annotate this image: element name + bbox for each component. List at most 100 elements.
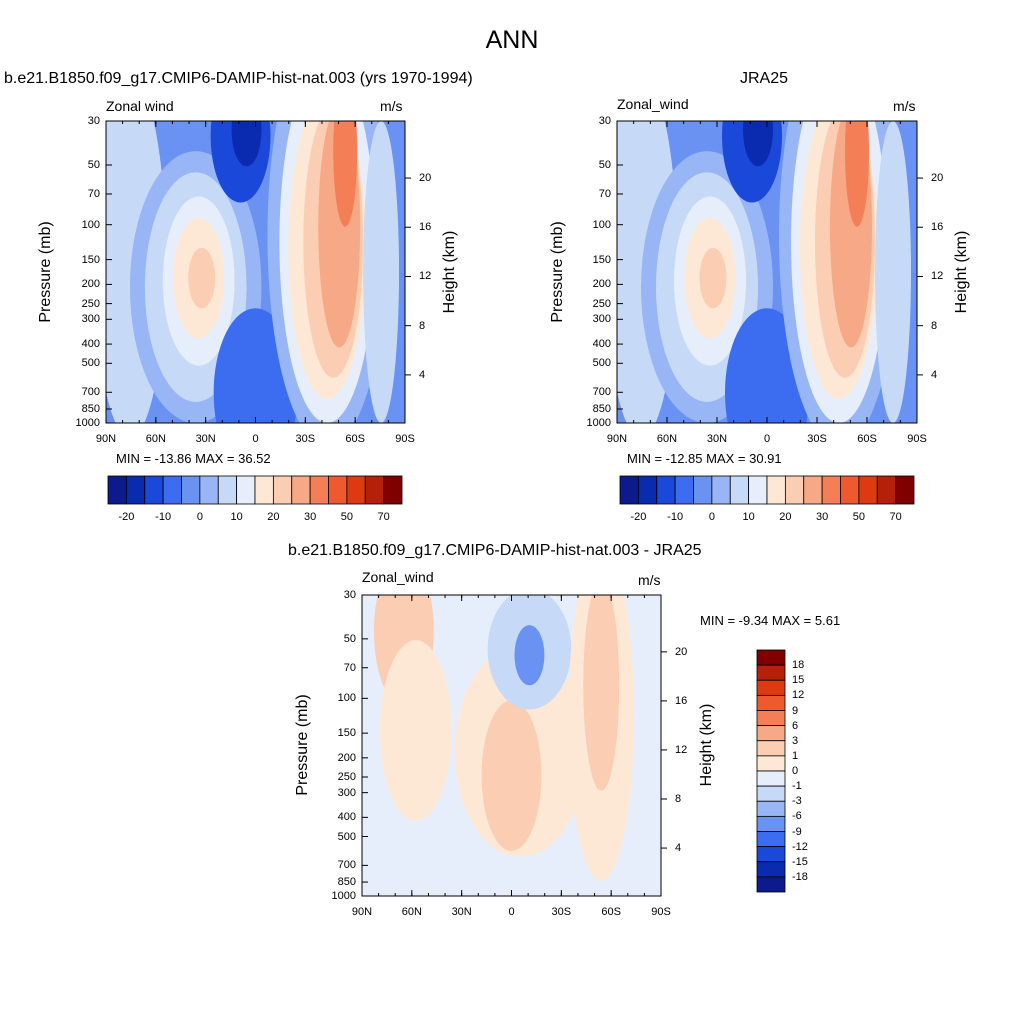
colorbar-swatch [840,475,860,505]
x-tick-label: 90N [351,906,373,918]
colorbar-swatch [674,475,694,505]
y-tick-label: 100 [592,218,611,231]
colorbar-label: -12 [792,840,808,853]
y-tick-label: 400 [337,811,356,824]
y-tick-label: 50 [598,158,611,171]
y-tick-label: 200 [337,751,356,764]
y-tick-label: 100 [81,218,100,231]
colorbar-swatch [346,475,366,505]
height-tick-label: 12 [931,270,944,283]
colorbar-label: -15 [792,855,808,868]
height-tick-label: 4 [675,842,682,855]
colorbar-swatch [821,475,841,505]
colorbar-swatch [756,815,786,832]
colorbar-swatch [858,475,878,505]
colorbar-swatch [254,475,274,505]
colorbar-swatch [656,475,676,505]
colorbar-label: 0 [708,511,715,523]
sh-upper-core [845,121,869,227]
x-tick-label: 30N [195,433,216,445]
x-tick-label: 90S [395,433,415,445]
colorbar-swatch [756,876,786,893]
colorbar-label: 50 [340,511,353,523]
colorbar-swatch [756,861,786,878]
colorbar-swatch [756,846,786,863]
colorbar-swatch [272,475,293,505]
x-tick-label: 90N [95,433,117,445]
colorbar-0 [107,475,403,505]
colorbar-label: 1 [792,749,799,762]
colorbar-label: -20 [630,511,647,523]
strat-easterly-core [743,121,773,167]
colorbar-swatch [748,475,768,505]
colorbar-swatch [756,694,786,711]
minmax-diff: MIN = -9.34 MAX = 5.61 [700,613,841,628]
colorbar-swatch [756,649,786,666]
height-tick-label: 12 [675,743,688,756]
y-tick-label: 400 [592,338,611,351]
height-tick-label: 16 [419,221,432,234]
height-tick-label: 20 [419,172,432,185]
colorbar-label: 9 [792,704,799,717]
variable-label-model: Zonal wind [106,98,174,114]
colorbar-swatch [756,800,786,817]
x-tick-label: 0 [763,433,771,445]
y-tick-label: 150 [337,727,356,740]
colorbar-swatch [107,475,127,505]
colorbar-swatch [181,475,201,505]
colorbar-label: -10 [667,511,684,523]
colorbar-swatch [729,475,750,505]
colorbar-label: 15 [792,674,805,687]
x-tick-label: 90S [907,433,927,445]
y-tick-label: 150 [81,253,100,266]
y-tick-label: 500 [337,830,356,843]
colorbar-label: -18 [792,870,808,883]
sh-polar-light [363,121,400,423]
contour-field-obs [617,121,917,423]
y-tick-label: 700 [81,386,100,399]
x-tick-label: 60N [401,906,422,918]
colorbar-swatch [756,664,786,681]
contour-field-diff [362,595,661,896]
colorbar-label: 0 [792,765,799,777]
y-tick-label: 70 [87,187,100,200]
sh-upper-core [333,121,358,227]
x-tick-label: 60N [656,433,678,445]
colorbar-swatch [756,831,786,848]
sh-polar-light [875,121,911,423]
height-tick-label: 20 [675,645,688,658]
colorbar-swatch [236,475,256,505]
colorbar-label: 0 [196,511,203,523]
height-tick-label: 4 [931,368,938,381]
y-tick-label: 200 [592,278,611,291]
x-tick-label: 60S [345,433,365,445]
colorbar-swatch [756,740,786,757]
y-tick-label: 70 [343,661,356,674]
colorbar-swatch [637,475,658,505]
colorbar-swatch [364,475,385,505]
height-tick-label: 12 [419,270,432,283]
y-tick-label: 250 [81,297,100,310]
colorbar-swatch [309,475,329,505]
y-tick-label: 1000 [586,417,611,429]
colorbar-label: 50 [852,511,865,523]
x-tick-label: 60S [601,906,621,918]
y-tick-label: 850 [81,403,100,415]
colorbar-label: 70 [889,511,902,523]
figure-title: ANN [485,26,539,54]
y-tick-label: 50 [343,632,356,645]
colorbar-swatch [328,475,348,505]
x-tick-label: 60N [145,433,166,445]
colorbar-label: -3 [792,795,802,808]
panel-title-diff: b.e21.B1850.f09_g17.CMIP6-DAMIP-hist-nat… [288,542,702,559]
colorbar-swatch [756,770,786,787]
colorbar-label: -6 [792,810,802,823]
x-tick-label: 30S [295,433,316,445]
y-tick-label: 100 [337,692,356,705]
height-tick-label: 8 [419,319,426,332]
x-tick-label: 60S [857,433,877,445]
colorbar-swatch [217,475,238,505]
colorbar-swatch [803,475,823,505]
colorbar-swatch [125,475,146,505]
diff-trop-core [481,700,542,851]
